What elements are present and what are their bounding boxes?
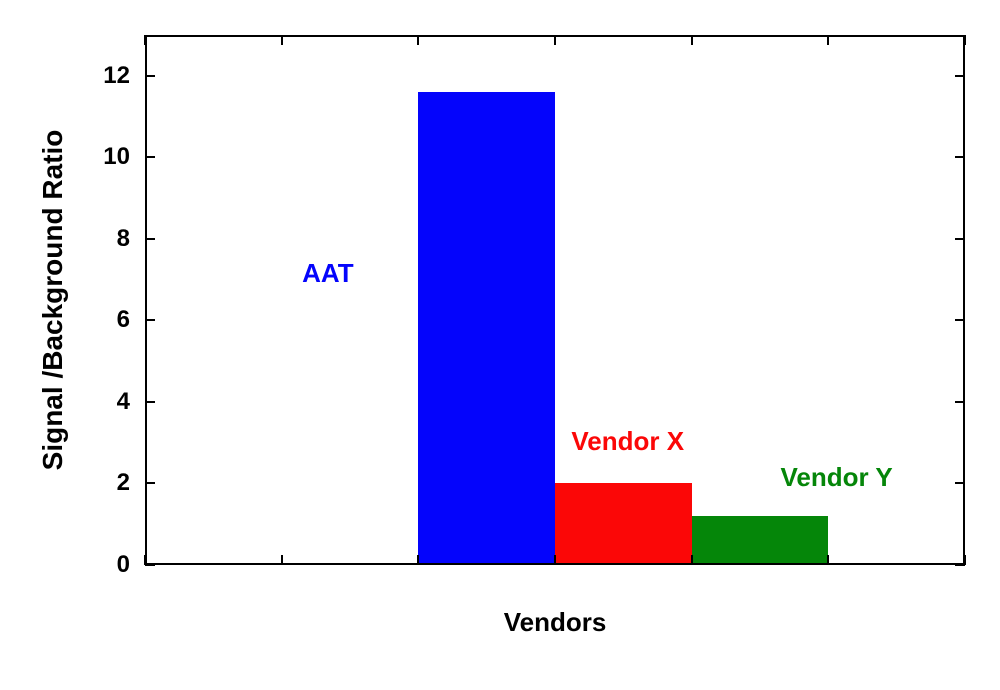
x-tick <box>964 35 966 45</box>
y-tick <box>955 401 965 403</box>
y-tick <box>145 319 155 321</box>
y-tick <box>955 156 965 158</box>
x-tick <box>691 555 693 565</box>
y-tick <box>145 156 155 158</box>
x-tick <box>964 555 966 565</box>
x-axis-title: Vendors <box>504 607 607 638</box>
y-tick <box>955 238 965 240</box>
x-tick <box>554 35 556 45</box>
x-tick <box>281 555 283 565</box>
y-tick <box>145 401 155 403</box>
y-tick-label: 2 <box>0 469 130 497</box>
x-tick <box>417 555 419 565</box>
bar-label-vendor-y: Vendor Y <box>781 462 893 493</box>
x-tick <box>144 555 146 565</box>
y-tick-label: 12 <box>0 62 130 90</box>
y-tick <box>145 482 155 484</box>
y-tick <box>145 564 155 566</box>
chart-stage: 024681012 AATVendor XVendor Y Signal /Ba… <box>0 0 1000 690</box>
x-tick <box>417 35 419 45</box>
y-tick <box>145 238 155 240</box>
x-tick <box>144 35 146 45</box>
y-tick-label: 0 <box>0 551 130 579</box>
x-tick <box>827 35 829 45</box>
x-tick <box>554 555 556 565</box>
y-tick <box>955 75 965 77</box>
y-tick <box>955 482 965 484</box>
x-tick <box>691 35 693 45</box>
y-tick <box>145 75 155 77</box>
x-tick <box>827 555 829 565</box>
y-axis-title: Signal /Background Ratio <box>37 130 69 471</box>
bar-label-vendor-x: Vendor X <box>571 426 684 457</box>
x-tick <box>281 35 283 45</box>
y-tick <box>955 319 965 321</box>
bar-label-aat: AAT <box>302 258 354 289</box>
